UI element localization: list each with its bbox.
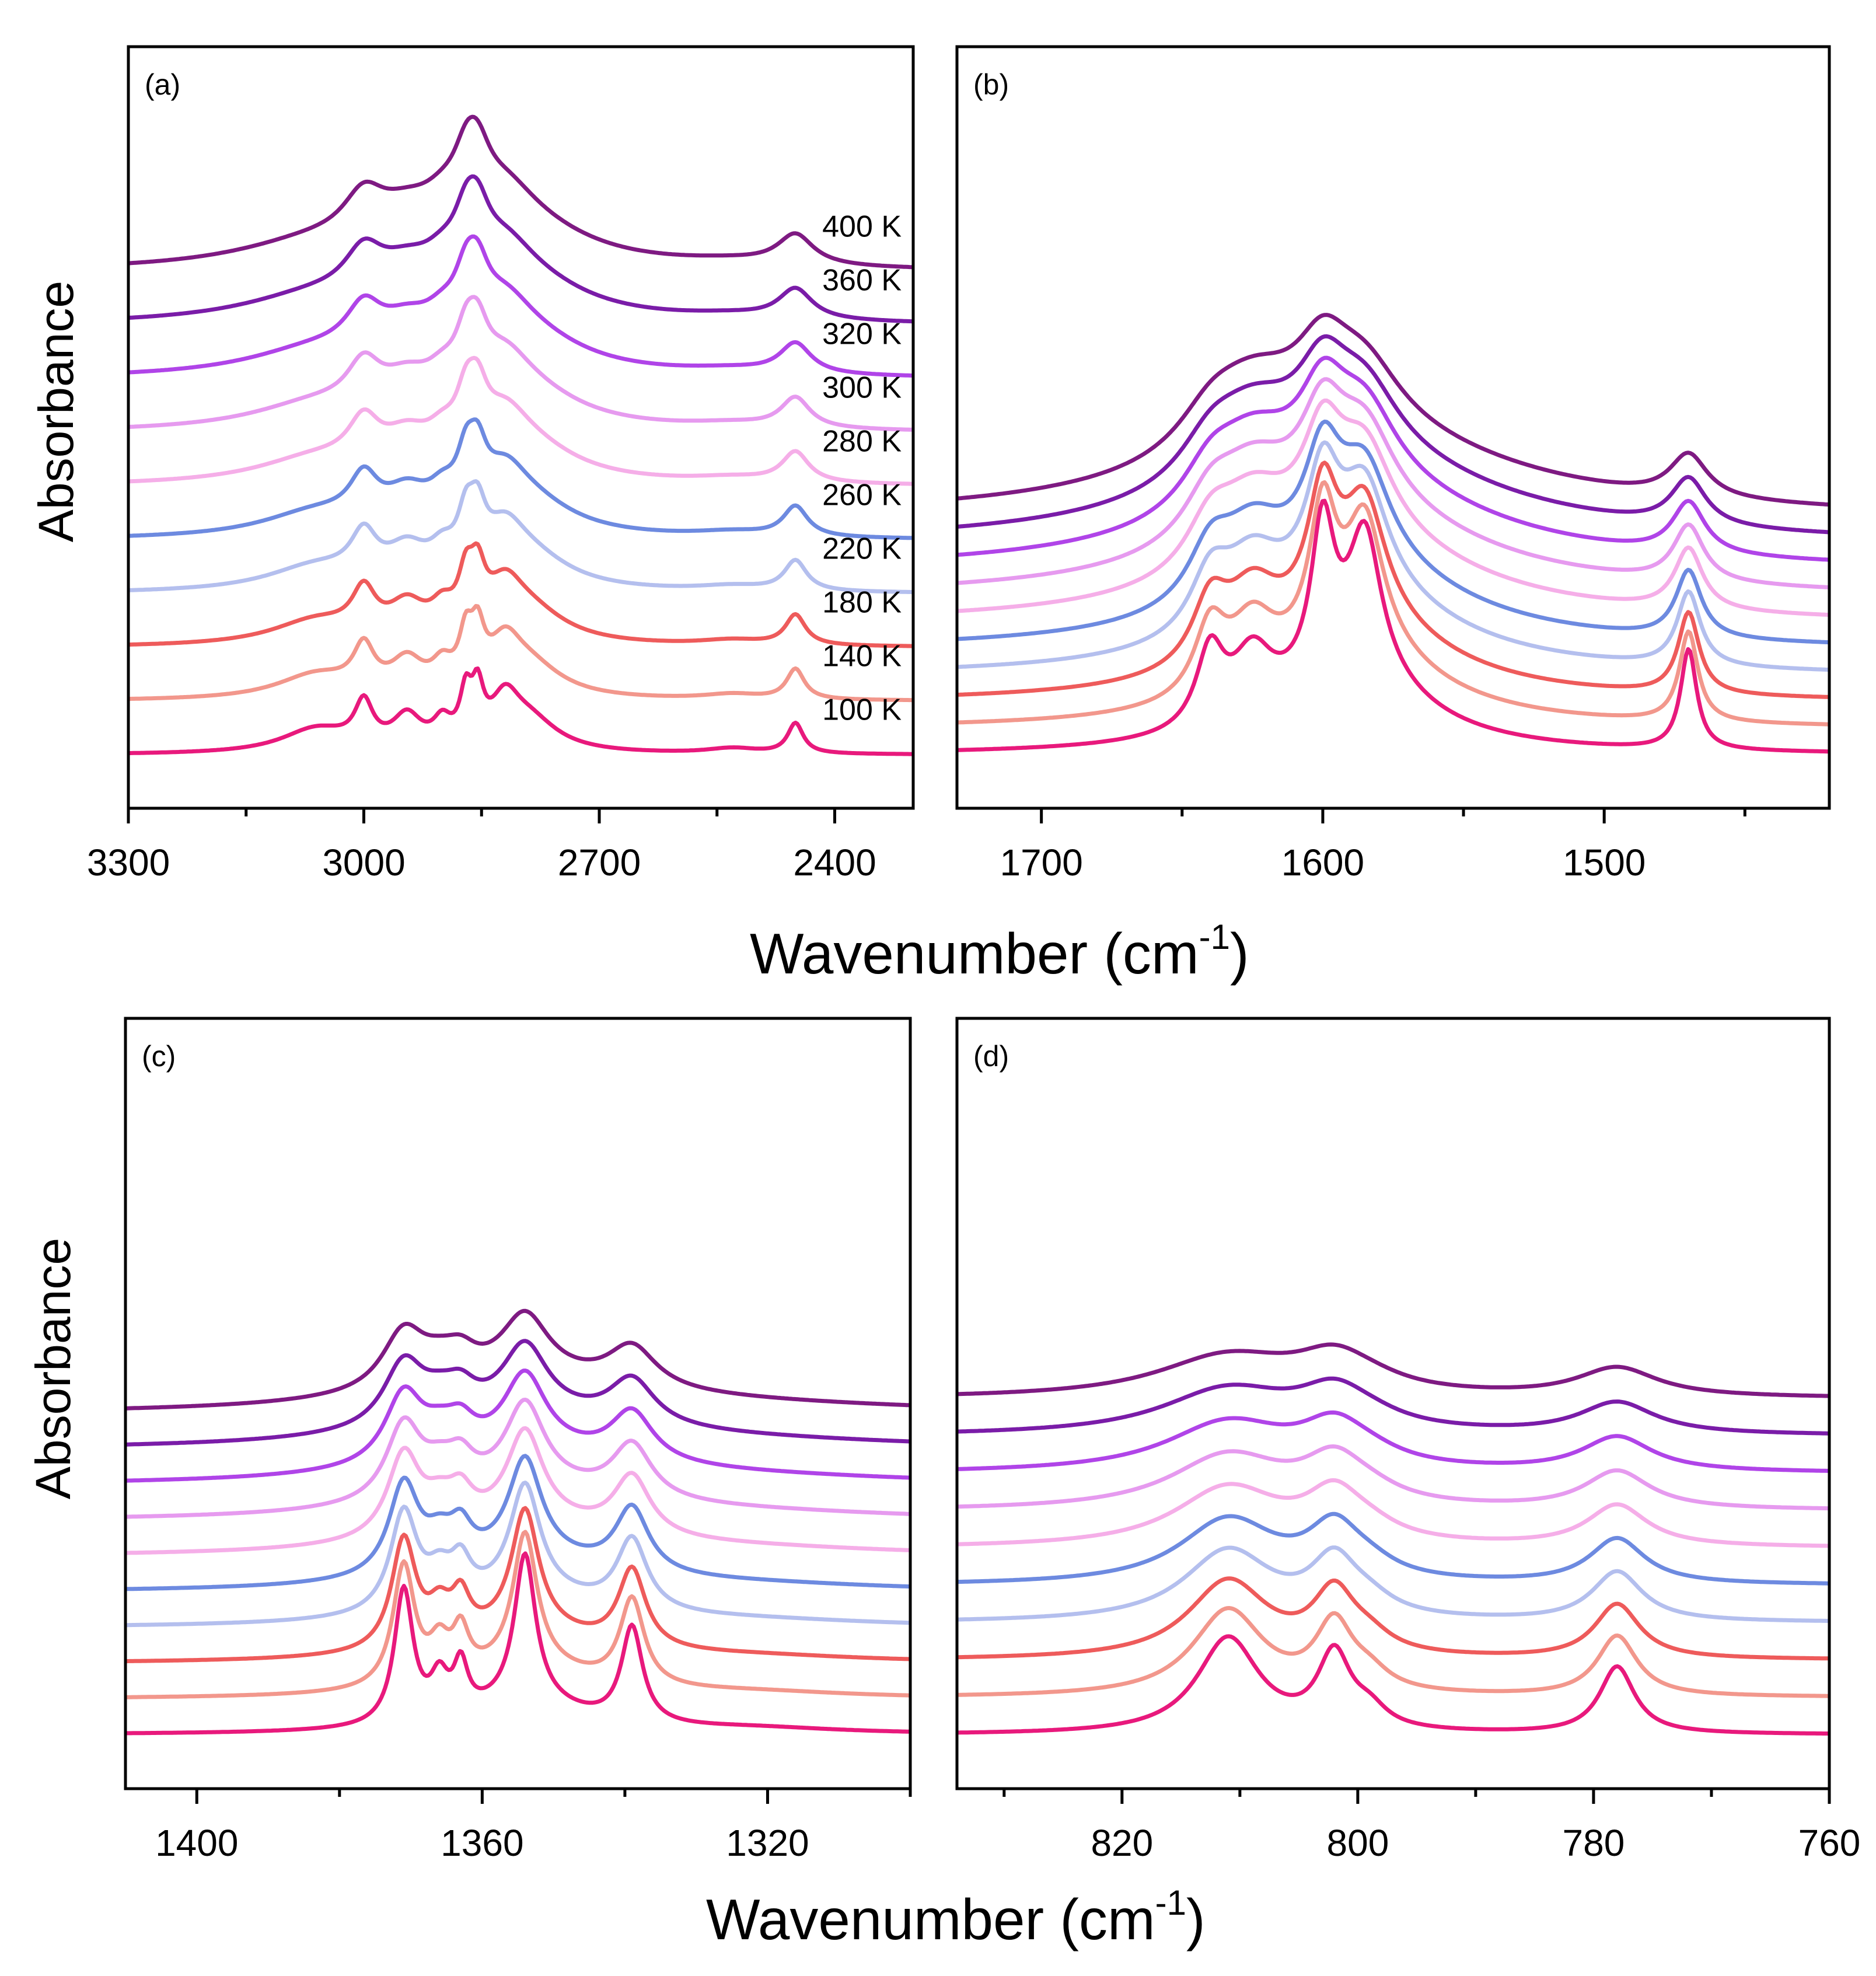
temperature-label: 400 K — [822, 210, 902, 244]
curve-a-300k — [128, 295, 913, 432]
x-axis-label-top-main: Wavenumber (cm — [750, 921, 1199, 986]
x-tick-label: 3000 — [322, 842, 405, 884]
curve-a-320k — [128, 234, 913, 378]
curve-d-400k — [957, 1342, 1829, 1398]
curve-a-280k — [128, 355, 913, 486]
panel-c: 1400 1360 1320 (c) — [124, 1017, 912, 1864]
curve-d-360k — [957, 1376, 1829, 1436]
x-tick-label: 1500 — [1563, 842, 1646, 884]
curve-b-280k — [957, 398, 1829, 617]
panel-a-curves — [128, 114, 913, 756]
curve-c-360k — [125, 1339, 910, 1447]
panel-d: 820 800 780 760 (d) — [955, 1017, 1861, 1864]
x-tick-label: 800 — [1327, 1822, 1389, 1864]
curve-c-280k — [125, 1426, 910, 1555]
x-axis-label-bottom-main: Wavenumber (cm — [706, 1887, 1155, 1951]
curve-b-320k — [957, 355, 1829, 562]
panel-b: 1700 1600 1500 (b) — [955, 45, 1831, 884]
panels-group: 3300 3000 2700 2400 (a) 100 K 140 K 180 K 220 K 2… — [87, 45, 1861, 1864]
curve-d-260k — [957, 1511, 1829, 1586]
panel-label-d: (d) — [973, 1040, 1009, 1073]
curve-a-260k — [128, 417, 913, 540]
x-tick-label: 1700 — [1000, 842, 1082, 884]
x-tick-label: 1400 — [155, 1822, 238, 1864]
temperature-label: 360 K — [822, 264, 902, 298]
temperature-label: 280 K — [822, 425, 902, 459]
curve-d-100k — [957, 1634, 1829, 1736]
curve-d-320k — [957, 1410, 1829, 1473]
panel-c-frame — [124, 1017, 912, 1790]
x-tick-label: 1600 — [1281, 842, 1364, 884]
x-axis-label-bottom-sup: -1 — [1155, 1883, 1186, 1922]
curve-d-140k — [957, 1606, 1829, 1698]
curve-c-180k — [125, 1506, 910, 1663]
x-axis-label-bottom: Wavenumber (cm-1) — [706, 1883, 1206, 1951]
curve-b-100k — [957, 498, 1829, 754]
curve-c-320k — [125, 1368, 910, 1483]
y-axis-label-top: Absorbance — [29, 281, 83, 542]
curve-a-100k — [128, 666, 913, 756]
y-axis-label-bottom: Absorbance — [26, 1238, 81, 1499]
curve-a-140k — [128, 603, 913, 703]
panel-a: 3300 3000 2700 2400 (a) 100 K 140 K 180 K 220 K 2… — [87, 45, 915, 884]
curve-c-100k — [125, 1551, 910, 1736]
curve-c-140k — [125, 1530, 910, 1699]
curve-c-260k — [125, 1454, 910, 1591]
temperature-label: 320 K — [822, 317, 902, 351]
panel-b-frame — [955, 45, 1831, 810]
x-axis-label-top-sup: -1 — [1199, 917, 1230, 956]
temperature-label: 300 K — [822, 371, 902, 405]
panel-c-curves — [125, 1308, 910, 1736]
temperature-label: 100 K — [822, 693, 902, 727]
panel-b-curves — [957, 313, 1829, 754]
panel-a-frame — [127, 45, 915, 810]
curve-b-220k — [957, 440, 1829, 672]
x-tick-label: 780 — [1563, 1822, 1625, 1864]
curve-b-360k — [957, 334, 1829, 535]
curve-b-260k — [957, 420, 1829, 645]
panel-label-a: (a) — [145, 68, 180, 101]
x-axis-label-top-close: ) — [1230, 921, 1249, 986]
x-tick-label: 1320 — [726, 1822, 809, 1864]
x-tick-label: 2400 — [793, 842, 876, 884]
x-axis-label-top: Wavenumber (cm-1) — [750, 917, 1249, 986]
panel-label-c: (c) — [142, 1040, 176, 1073]
panel-label-b: (b) — [973, 68, 1009, 101]
curve-b-140k — [957, 480, 1829, 727]
temperature-label: 220 K — [822, 532, 902, 566]
x-axis-label-bottom-close: ) — [1186, 1887, 1206, 1951]
x-tick-label: 1360 — [441, 1822, 523, 1864]
curve-a-180k — [128, 541, 913, 648]
curve-c-220k — [125, 1481, 910, 1628]
curve-c-300k — [125, 1398, 910, 1519]
curve-a-360k — [128, 174, 913, 324]
x-tick-label: 760 — [1798, 1822, 1861, 1864]
curve-b-300k — [957, 377, 1829, 589]
temperature-label: 180 K — [822, 586, 902, 620]
curve-b-400k — [957, 313, 1829, 507]
curve-d-300k — [957, 1444, 1829, 1511]
x-tick-label: 2700 — [558, 842, 641, 884]
panel-d-frame — [955, 1017, 1831, 1790]
curve-d-220k — [957, 1545, 1829, 1623]
curve-b-180k — [957, 460, 1829, 699]
panel-d-curves — [957, 1342, 1829, 1736]
curve-d-280k — [957, 1478, 1829, 1548]
curve-a-220k — [128, 479, 913, 594]
x-tick-label: 3300 — [87, 842, 170, 884]
curve-d-180k — [957, 1576, 1829, 1661]
temperature-label: 260 K — [822, 479, 902, 512]
temperature-label: 140 K — [822, 640, 902, 673]
x-tick-label: 820 — [1091, 1822, 1153, 1864]
curve-a-400k — [128, 114, 913, 270]
curve-c-400k — [125, 1308, 910, 1411]
